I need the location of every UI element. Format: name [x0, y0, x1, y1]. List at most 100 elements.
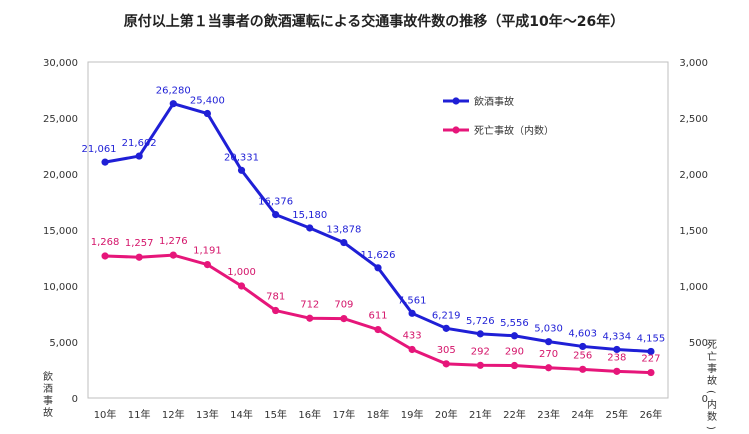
- legend-label: 飲酒事故: [474, 95, 514, 108]
- y-right-axis-label: (: [705, 390, 716, 394]
- legend-marker: [452, 97, 460, 105]
- data-label: 709: [334, 300, 353, 311]
- chart-title: 原付以上第１当事者の飲酒運転による交通事故件数の推移（平成10年～26年）: [124, 13, 625, 30]
- data-label: 16,376: [258, 197, 293, 208]
- data-point: [101, 252, 109, 260]
- data-label: 4,334: [603, 331, 632, 342]
- data-label: 5,030: [534, 324, 563, 335]
- data-point: [340, 238, 348, 247]
- data-label: 270: [539, 349, 558, 360]
- data-point: [647, 368, 655, 377]
- x-tick-label: 15年: [264, 408, 287, 421]
- data-label: 7,561: [398, 295, 427, 306]
- data-label: 4,603: [568, 328, 597, 339]
- data-point: [510, 332, 519, 340]
- data-point: [476, 361, 484, 369]
- x-tick-label: 22年: [503, 408, 526, 421]
- y-left-tick-label: 30,000: [43, 58, 78, 69]
- x-tick-label: 16年: [298, 408, 321, 421]
- y-right-axis-label: 事: [707, 362, 717, 375]
- data-point: [272, 210, 280, 219]
- data-label: 4,155: [637, 333, 666, 344]
- data-point: [272, 306, 280, 315]
- x-tick-label: 13年: [196, 408, 219, 421]
- legend-label: 死亡事故（内数）: [474, 124, 554, 137]
- data-label: 13,878: [326, 225, 361, 236]
- data-label: 5,556: [500, 318, 529, 329]
- y-left-tick-label: 0: [72, 394, 78, 405]
- data-point: [237, 282, 246, 290]
- y-left-axis-label: 故: [43, 406, 53, 419]
- x-tick-label: 10年: [94, 408, 117, 421]
- y-left-axis-label: 事: [43, 394, 53, 407]
- data-label: 1,257: [125, 238, 154, 249]
- data-point: [169, 251, 177, 259]
- data-label: 433: [403, 331, 422, 342]
- data-point: [135, 152, 143, 160]
- data-point: [374, 264, 382, 272]
- x-tick-label: 18年: [367, 408, 390, 421]
- y-left-tick-label: 15,000: [43, 226, 78, 237]
- data-point: [203, 109, 212, 118]
- x-tick-label: 26年: [640, 408, 663, 421]
- y-left-tick-label: 5,000: [49, 338, 78, 349]
- y-right-tick-label: 2,500: [679, 114, 708, 125]
- data-point: [579, 342, 587, 351]
- y-right-tick-label: 3,000: [679, 58, 708, 69]
- y-right-tick-label: 1,000: [679, 282, 708, 293]
- y-right-axis-label: 内: [707, 398, 717, 411]
- data-label: 5,726: [466, 316, 495, 327]
- y-left-axis-label: 飲: [43, 370, 53, 383]
- y-right-axis-label: 死: [707, 340, 717, 351]
- data-point: [544, 364, 553, 372]
- data-point: [135, 253, 143, 261]
- y-right-axis-label: 故: [707, 374, 717, 387]
- data-point: [340, 314, 348, 323]
- data-label: 1,268: [91, 237, 120, 248]
- data-label: 292: [471, 346, 490, 357]
- x-tick-label: 17年: [333, 408, 356, 421]
- y-left-tick-label: 25,000: [43, 114, 78, 125]
- data-label: 21,061: [82, 144, 117, 155]
- data-point: [613, 367, 621, 375]
- legend-marker: [452, 126, 460, 134]
- data-label: 781: [266, 292, 285, 303]
- data-point: [237, 166, 246, 174]
- data-point: [408, 309, 416, 317]
- data-label: 290: [505, 347, 524, 358]
- data-label: 238: [607, 352, 626, 363]
- data-point: [510, 361, 519, 370]
- data-point: [613, 345, 621, 354]
- data-point: [306, 314, 314, 322]
- data-label: 227: [641, 354, 660, 365]
- data-point: [101, 158, 109, 166]
- y-right-tick-label: 2,000: [679, 170, 708, 181]
- x-tick-label: 11年: [128, 408, 151, 421]
- x-tick-label: 21年: [469, 408, 492, 421]
- data-label: 26,280: [156, 86, 191, 97]
- y-right-tick-label: 0: [702, 394, 708, 405]
- y-left-axis-label: 酒: [43, 383, 53, 395]
- data-label: 1,000: [227, 267, 256, 278]
- data-label: 256: [573, 350, 592, 361]
- data-label: 611: [368, 311, 387, 322]
- data-point: [203, 261, 212, 269]
- data-label: 25,400: [190, 96, 225, 107]
- data-point: [544, 338, 553, 346]
- data-label: 712: [300, 299, 319, 310]
- data-point: [647, 347, 655, 356]
- x-tick-label: 24年: [571, 408, 594, 421]
- data-label: 11,626: [361, 250, 396, 261]
- data-point: [476, 330, 484, 338]
- y-right-tick-label: 500: [689, 338, 708, 349]
- data-point: [442, 360, 450, 368]
- data-label: 20,331: [224, 152, 259, 163]
- x-tick-label: 19年: [401, 408, 424, 421]
- data-point: [408, 345, 416, 354]
- y-left-tick-label: 20,000: [43, 170, 78, 181]
- x-tick-label: 25年: [605, 408, 628, 421]
- x-tick-label: 12年: [162, 408, 185, 421]
- y-right-tick-label: 1,500: [679, 226, 708, 237]
- y-left-tick-label: 10,000: [43, 282, 78, 293]
